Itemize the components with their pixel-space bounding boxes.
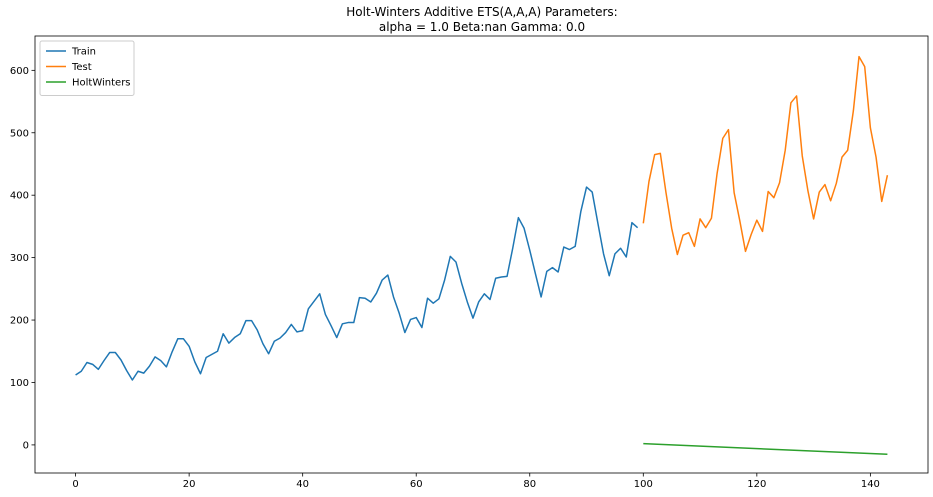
x-tick-label: 0 [72, 479, 78, 490]
x-tick-label: 140 [861, 479, 880, 490]
y-tick-label: 300 [10, 253, 29, 264]
x-tick-label: 80 [523, 479, 536, 490]
series-line-test [642, 55, 889, 256]
x-tick-label: 100 [634, 479, 653, 490]
y-tick-label: 500 [10, 128, 29, 139]
x-tick-label: 40 [296, 479, 309, 490]
y-tick-label: 200 [10, 316, 29, 327]
y-tick-label: 400 [10, 191, 29, 202]
series-line-train [75, 186, 639, 381]
legend: Train Test HoltWinters [39, 40, 135, 96]
y-tick-label: 600 [10, 66, 29, 77]
chart-title: Holt-Winters Additive ETS(A,A,A) Paramet… [346, 5, 617, 19]
chart-subtitle: alpha = 1.0 Beta:nan Gamma: 0.0 [379, 20, 585, 34]
y-tick-label: 100 [10, 378, 29, 389]
legend-label: HoltWinters [72, 78, 131, 89]
x-tick-label: 20 [183, 479, 196, 490]
plot-area: 0 20 40 60 80 100 120 140 0 100 200 300 400 500 600 [10, 35, 929, 490]
series-line-holtwinters [643, 442, 888, 456]
x-tick-label: 60 [410, 479, 423, 490]
y-tick-label: 0 [23, 440, 29, 451]
axes-frame [34, 35, 929, 474]
legend-label: Test [71, 62, 92, 73]
legend-label: Train [71, 47, 96, 58]
x-tick-label: 120 [747, 479, 766, 490]
